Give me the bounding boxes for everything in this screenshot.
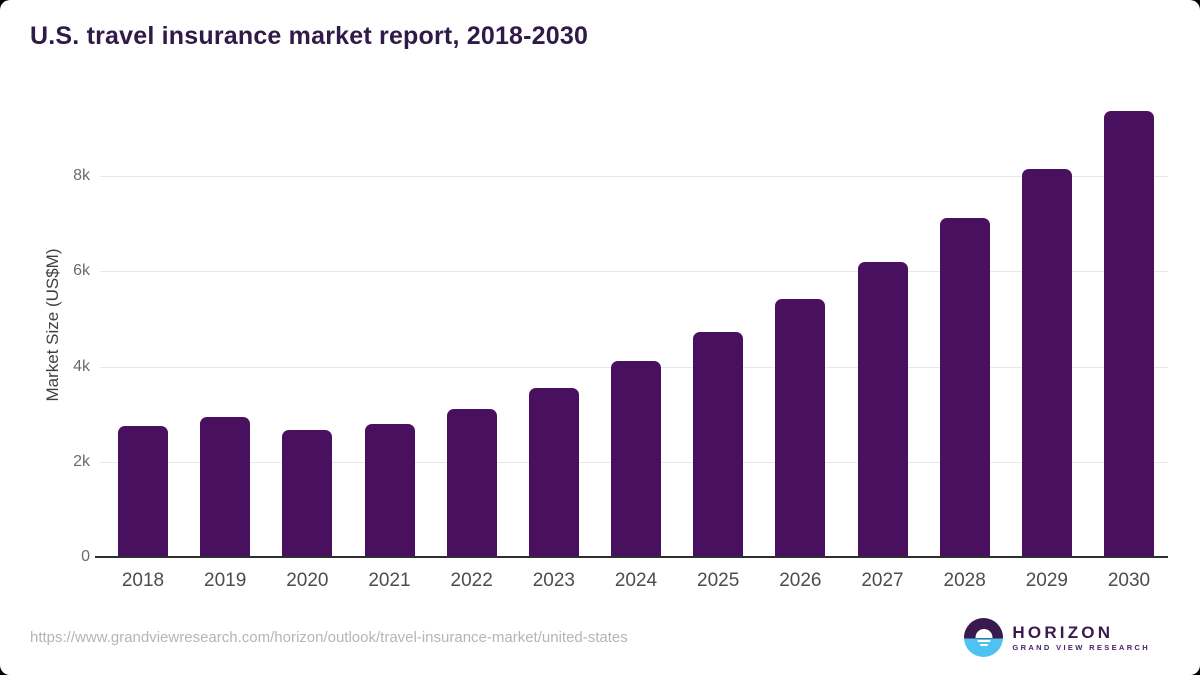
y-tick-label: 0	[81, 548, 90, 565]
x-tick-label: 2020	[286, 570, 329, 591]
bar-2018	[118, 426, 168, 557]
x-tick-label: 2026	[779, 570, 822, 591]
bar-2021	[364, 424, 415, 557]
sun-reflection-line	[979, 644, 988, 646]
x-tick-label: 2024	[614, 570, 658, 591]
page-title: U.S. travel insurance market report, 201…	[30, 22, 589, 50]
horizon-logo-icon	[964, 618, 1004, 657]
x-tick-label: 2030	[1107, 570, 1151, 591]
x-tick-label: 2023	[532, 570, 575, 591]
x-tick-label: 2019	[204, 570, 247, 591]
gridline	[100, 271, 1168, 273]
bar-2030	[1104, 110, 1154, 557]
bar-2020	[282, 429, 333, 557]
bar-2027	[857, 261, 908, 557]
x-axis-line	[95, 556, 1168, 558]
x-tick-label: 2022	[450, 570, 493, 591]
x-tick-label: 2027	[861, 570, 904, 591]
gridline	[100, 176, 1168, 178]
sun-icon	[975, 629, 993, 639]
bar-2029	[1021, 169, 1072, 557]
bar-2024	[611, 360, 661, 557]
bar-2025	[693, 331, 744, 557]
x-tick-label: 2018	[121, 570, 165, 591]
logo-name: HORIZON	[1012, 622, 1114, 642]
y-tick-label: 6k	[73, 262, 90, 280]
horizon-logo: HORIZON GRAND VIEW RESEARCH	[964, 618, 1150, 657]
x-tick-label: 2029	[1025, 570, 1068, 591]
sun-reflection-line	[977, 640, 991, 642]
horizon-logo-text: HORIZON GRAND VIEW RESEARCH	[1012, 624, 1150, 652]
bar-2023	[528, 387, 579, 557]
source-url: https://www.grandviewresearch.com/horizo…	[30, 629, 628, 646]
x-tick-label: 2025	[697, 570, 740, 591]
x-tick-label: 2021	[368, 570, 411, 591]
x-tick-label: 2028	[943, 570, 986, 591]
bar-2028	[939, 218, 990, 557]
logo-subtitle: GRAND VIEW RESEARCH	[1012, 642, 1150, 652]
y-tick-label: 8k	[73, 167, 90, 185]
bar-2019	[200, 416, 251, 557]
y-axis-title: Market Size (US$M)	[43, 248, 62, 402]
y-tick-label: 2k	[73, 452, 90, 470]
y-tick-label: 4k	[73, 357, 90, 375]
bar-2022	[446, 409, 497, 557]
bar-2026	[775, 299, 826, 557]
